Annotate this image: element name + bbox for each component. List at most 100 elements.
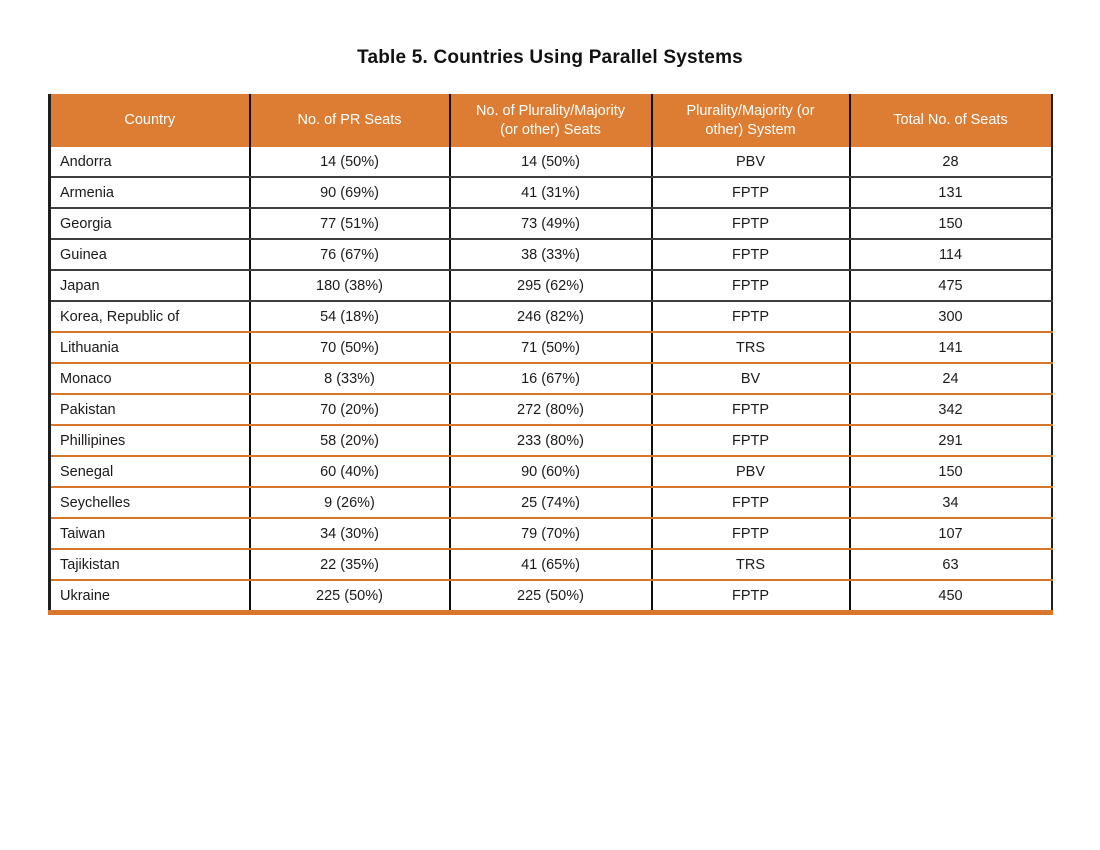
table-row: Korea, Republic of 54 (18%) 246 (82%) FPTP 3… xyxy=(49,301,1052,333)
table-row: Japan 180 (38%) 295 (62%) FPTP 475 xyxy=(49,270,1052,302)
cell-country: Tajikistan xyxy=(49,549,250,581)
cell-total: 150 xyxy=(848,456,1052,488)
cell-system: FPTP xyxy=(650,208,850,240)
cell-system: FPTP xyxy=(650,394,850,426)
cell-pr-seats: 58 (20%) xyxy=(248,425,450,457)
cell-plurality-seats: 41 (65%) xyxy=(448,549,652,581)
cell-pr-seats: 9 (26%) xyxy=(248,487,450,519)
table-row: Guinea 76 (67%) 38 (33%) FPTP 114 xyxy=(49,239,1052,271)
cell-country: Armenia xyxy=(49,177,250,209)
cell-country: Lithuania xyxy=(49,332,250,364)
header-total-seats: Total No. of Seats xyxy=(848,94,1052,147)
header-row: Country No. of PR Seats No. of Plurality… xyxy=(49,94,1052,147)
table-body: Andorra 14 (50%) 14 (50%) PBV 28 Armenia 90 (6… xyxy=(49,147,1052,613)
cell-system: FPTP xyxy=(650,518,850,550)
cell-total: 150 xyxy=(848,208,1052,240)
table-row: Phillipines 58 (20%) 233 (80%) FPTP 291 xyxy=(49,425,1052,457)
cell-pr-seats: 76 (67%) xyxy=(248,239,450,271)
cell-plurality-seats: 38 (33%) xyxy=(448,239,652,271)
table-row: Tajikistan 22 (35%) 41 (65%) TRS 63 xyxy=(49,549,1052,581)
cell-total: 24 xyxy=(848,363,1052,395)
cell-country: Taiwan xyxy=(49,518,250,550)
cell-plurality-seats: 73 (49%) xyxy=(448,208,652,240)
cell-plurality-seats: 25 (74%) xyxy=(448,487,652,519)
cell-country: Senegal xyxy=(49,456,250,488)
cell-total: 63 xyxy=(848,549,1052,581)
table-row: Senegal 60 (40%) 90 (60%) PBV 150 xyxy=(49,456,1052,488)
cell-total: 107 xyxy=(848,518,1052,550)
cell-country: Korea, Republic of xyxy=(49,301,250,333)
cell-pr-seats: 34 (30%) xyxy=(248,518,450,550)
table-row: Pakistan 70 (20%) 272 (80%) FPTP 342 xyxy=(49,394,1052,426)
cell-country: Japan xyxy=(49,270,250,302)
cell-total: 34 xyxy=(848,487,1052,519)
cell-system: FPTP xyxy=(650,580,850,613)
cell-pr-seats: 70 (20%) xyxy=(248,394,450,426)
cell-plurality-seats: 272 (80%) xyxy=(448,394,652,426)
header-plurality-system: Plurality/Majority (or other) System xyxy=(650,94,850,147)
cell-pr-seats: 180 (38%) xyxy=(248,270,450,302)
cell-total: 300 xyxy=(848,301,1052,333)
table-row: Armenia 90 (69%) 41 (31%) FPTP 131 xyxy=(49,177,1052,209)
cell-system: PBV xyxy=(650,147,850,178)
table-row: Ukraine 225 (50%) 225 (50%) FPTP 450 xyxy=(49,580,1052,613)
cell-country: Seychelles xyxy=(49,487,250,519)
cell-total: 342 xyxy=(848,394,1052,426)
cell-country: Pakistan xyxy=(49,394,250,426)
cell-system: BV xyxy=(650,363,850,395)
header-country: Country xyxy=(49,94,250,147)
table-row: Lithuania 70 (50%) 71 (50%) TRS 141 xyxy=(49,332,1052,364)
cell-country: Ukraine xyxy=(49,580,250,613)
table-row: Andorra 14 (50%) 14 (50%) PBV 28 xyxy=(49,147,1052,178)
cell-plurality-seats: 71 (50%) xyxy=(448,332,652,364)
cell-plurality-seats: 233 (80%) xyxy=(448,425,652,457)
cell-plurality-seats: 14 (50%) xyxy=(448,147,652,178)
cell-total: 450 xyxy=(848,580,1052,613)
cell-plurality-seats: 41 (31%) xyxy=(448,177,652,209)
cell-country: Monaco xyxy=(49,363,250,395)
cell-total: 475 xyxy=(848,270,1052,302)
cell-plurality-seats: 90 (60%) xyxy=(448,456,652,488)
cell-total: 114 xyxy=(848,239,1052,271)
cell-plurality-seats: 295 (62%) xyxy=(448,270,652,302)
table-title: Table 5. Countries Using Parallel System… xyxy=(357,47,743,68)
cell-country: Guinea xyxy=(49,239,250,271)
table-header: Country No. of PR Seats No. of Plurality… xyxy=(49,94,1052,147)
cell-total: 28 xyxy=(848,147,1052,178)
cell-pr-seats: 60 (40%) xyxy=(248,456,450,488)
cell-system: FPTP xyxy=(650,425,850,457)
cell-system: TRS xyxy=(650,332,850,364)
cell-plurality-seats: 246 (82%) xyxy=(448,301,652,333)
cell-system: FPTP xyxy=(650,239,850,271)
table-row: Taiwan 34 (30%) 79 (70%) FPTP 107 xyxy=(49,518,1052,550)
table-row: Seychelles 9 (26%) 25 (74%) FPTP 34 xyxy=(49,487,1052,519)
cell-system: FPTP xyxy=(650,270,850,302)
cell-system: PBV xyxy=(650,456,850,488)
header-plurality-seats: No. of Plurality/Majority (or other) Sea… xyxy=(448,94,652,147)
cell-country: Andorra xyxy=(49,147,250,178)
cell-pr-seats: 77 (51%) xyxy=(248,208,450,240)
cell-plurality-seats: 16 (67%) xyxy=(448,363,652,395)
cell-country: Phillipines xyxy=(49,425,250,457)
cell-system: FPTP xyxy=(650,487,850,519)
cell-system: FPTP xyxy=(650,301,850,333)
cell-pr-seats: 225 (50%) xyxy=(248,580,450,613)
cell-plurality-seats: 79 (70%) xyxy=(448,518,652,550)
cell-total: 291 xyxy=(848,425,1052,457)
header-pr-seats: No. of PR Seats xyxy=(248,94,450,147)
cell-pr-seats: 54 (18%) xyxy=(248,301,450,333)
cell-pr-seats: 70 (50%) xyxy=(248,332,450,364)
cell-plurality-seats: 225 (50%) xyxy=(448,580,652,613)
cell-total: 131 xyxy=(848,177,1052,209)
cell-pr-seats: 90 (69%) xyxy=(248,177,450,209)
cell-country: Georgia xyxy=(49,208,250,240)
cell-pr-seats: 14 (50%) xyxy=(248,147,450,178)
cell-system: TRS xyxy=(650,549,850,581)
cell-pr-seats: 8 (33%) xyxy=(248,363,450,395)
cell-system: FPTP xyxy=(650,177,850,209)
parallel-systems-table: Country No. of PR Seats No. of Plurality… xyxy=(48,94,1053,615)
cell-total: 141 xyxy=(848,332,1052,364)
cell-pr-seats: 22 (35%) xyxy=(248,549,450,581)
table-row: Georgia 77 (51%) 73 (49%) FPTP 150 xyxy=(49,208,1052,240)
